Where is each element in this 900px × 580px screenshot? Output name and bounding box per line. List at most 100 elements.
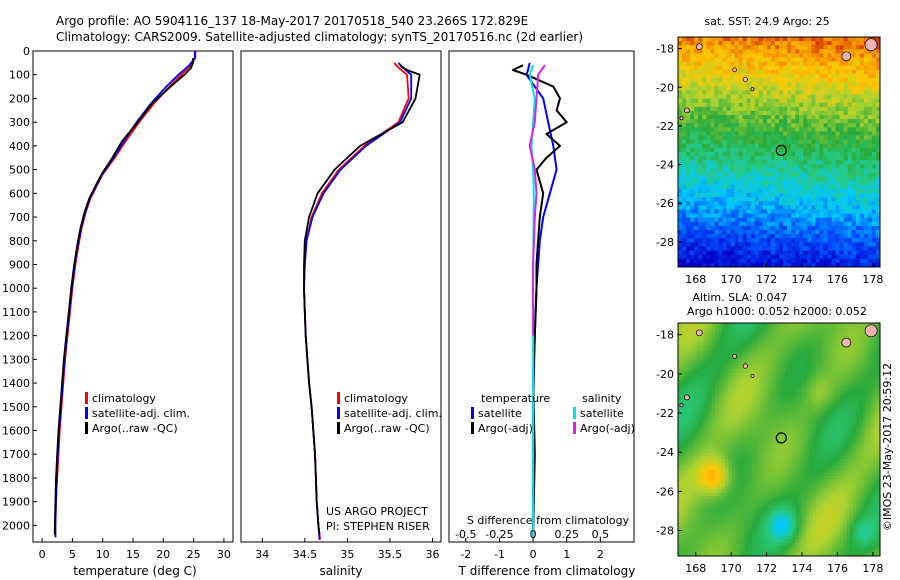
island-land (864, 38, 878, 52)
map-field (678, 37, 881, 268)
series-line-climatology (54, 51, 197, 538)
x-tick-label: 0 (39, 548, 46, 561)
salinity-plot-frame (240, 50, 442, 543)
lon-tick-label: 168 (685, 562, 706, 575)
legend-swatch-s-argo (573, 422, 576, 434)
salinity-legend: climatology satellite-adj. clim. Argo(..… (337, 392, 442, 435)
lat-tick-label: -24 (656, 446, 674, 459)
header-line-2: Climatology: CARS2009. Satellite-adjuste… (56, 30, 583, 44)
y-tick-label: 500 (9, 164, 30, 177)
legend-label-satellite: satellite-adj. clim. (344, 407, 442, 420)
lon-tick-label: 174 (792, 273, 813, 286)
legend-title-salinity: salinity (582, 392, 622, 405)
x-tick-label: 34.5 (293, 548, 318, 561)
y-tick-label: 100 (9, 69, 30, 82)
lat-tick-label: -18 (656, 329, 674, 342)
legend-label-t-satellite: satellite (478, 407, 522, 420)
lon-tick-label: 176 (827, 562, 848, 575)
x-tick-label: 15 (126, 548, 140, 561)
lon-tick-label: 172 (756, 273, 777, 286)
y-tick-label: 200 (9, 92, 30, 105)
lon-tick-label: 168 (685, 273, 706, 286)
t-difference-axis-label: T difference from climatology (458, 564, 636, 578)
island-land (679, 116, 684, 121)
sla-map-title-line-2: Argo h1000: 0.052 h2000: 0.052 (687, 305, 867, 318)
lat-tick-label: -20 (656, 368, 674, 381)
legend-swatch-argo (337, 422, 340, 434)
y-tick-label: 600 (9, 187, 30, 200)
s-tick-label: -0.5 (455, 528, 476, 541)
island-land (841, 337, 852, 348)
temperature-legend: climatology satellite-adj. clim. Argo(..… (85, 392, 190, 435)
y-tick-label: 1300 (2, 353, 30, 366)
x-tick-label: 10 (96, 548, 110, 561)
island-land (695, 329, 703, 337)
y-tick-label: 700 (9, 211, 30, 224)
series-line-s_argo (528, 64, 546, 336)
series-line-satellite (303, 62, 413, 540)
salinity-x-axis-label: salinity (319, 564, 362, 578)
y-tick-label: 300 (9, 116, 30, 129)
legend-swatch-climatology (85, 392, 88, 404)
legend-swatch-climatology (337, 392, 340, 404)
y-tick-label: 1200 (2, 330, 30, 343)
temperature-x-axis-label: temperature (deg C) (73, 564, 196, 578)
lat-tick-label: -26 (656, 485, 674, 498)
x-tick-label: 36 (425, 548, 439, 561)
x-tick-label: -2 (460, 548, 471, 561)
series-line-argo (53, 58, 194, 535)
legend-swatch-s-satellite (573, 407, 576, 419)
y-tick-label: 1700 (2, 448, 30, 461)
y-tick-label: 1100 (2, 306, 30, 319)
map-frame (677, 36, 881, 268)
legend-label-climatology: climatology (344, 392, 408, 405)
sla-map-title-line-1: Altim. SLA: 0.047 (692, 291, 787, 304)
island-land (750, 87, 755, 92)
s-tick-label: 0 (530, 528, 537, 541)
imos-timestamp-label: ©IMOS 23-May-2017 20:59:12 (881, 363, 894, 531)
y-tick-label: 1000 (2, 282, 30, 295)
lat-tick-label: -22 (656, 407, 674, 420)
lon-tick-label: 172 (756, 562, 777, 575)
legend-swatch-argo (85, 422, 88, 434)
x-tick-label: 1 (563, 548, 570, 561)
legend-swatch-satellite (337, 407, 340, 419)
x-tick-label: 5 (69, 548, 76, 561)
lon-tick-label: 178 (862, 562, 883, 575)
pi-label: PI: STEPHEN RISER (326, 520, 430, 533)
lon-tick-label: 174 (792, 562, 813, 575)
map-field (678, 323, 881, 557)
island-land (695, 43, 703, 51)
series-line-argo (303, 64, 421, 535)
project-label: US ARGO PROJECT (326, 505, 428, 518)
lat-tick-label: -26 (656, 197, 674, 210)
series-line-t_sat (525, 62, 558, 538)
temperature-plot-frame (32, 50, 234, 543)
y-tick-label: 1900 (2, 496, 30, 509)
x-tick-label: 35.5 (378, 548, 403, 561)
legend-label-argo: Argo(..raw -QC) (92, 422, 178, 435)
island-land (750, 373, 755, 378)
lat-tick-label: -20 (656, 81, 674, 94)
s-tick-label: 0.5 (592, 528, 610, 541)
lon-tick-label: 178 (862, 273, 883, 286)
legend-label-climatology: climatology (92, 392, 156, 405)
y-tick-label: 1800 (2, 472, 30, 485)
header-line-1: Argo profile: AO 5904116_137 18-May-2017… (56, 14, 528, 28)
island-land (864, 324, 878, 338)
x-tick-label: 2 (597, 548, 604, 561)
y-tick-label: 1500 (2, 401, 30, 414)
island-land (732, 353, 738, 359)
series-line-climatology (303, 62, 410, 540)
difference-plot-frame (448, 50, 635, 543)
series-line-satellite (54, 51, 196, 538)
lat-tick-label: -28 (656, 525, 674, 538)
y-tick-label: 0 (23, 45, 30, 58)
legend-swatch-satellite (85, 407, 88, 419)
x-tick-label: 30 (217, 548, 231, 561)
lon-tick-label: 170 (721, 273, 742, 286)
x-tick-label: 34 (255, 548, 269, 561)
y-tick-label: 400 (9, 140, 30, 153)
island-land (684, 394, 690, 401)
x-tick-label: -1 (494, 548, 505, 561)
